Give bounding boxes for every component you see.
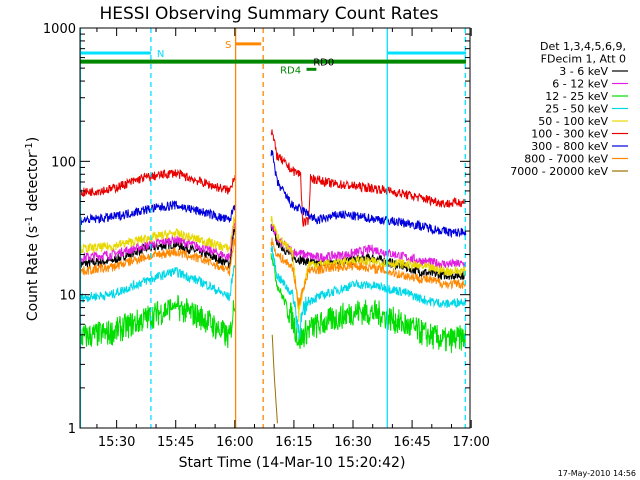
y-axis-label-part: ) xyxy=(25,137,41,142)
timestamp: 17-May-2010 14:56 xyxy=(558,469,636,478)
legend-entry-label: 800 - 7000 keV xyxy=(524,153,608,166)
y-tick-label: 10 xyxy=(59,289,76,304)
legend-entry-label: 25 - 50 keV xyxy=(545,103,608,116)
y-axis-label-part: detector xyxy=(25,152,41,216)
x-tick-label: 17:00 xyxy=(452,435,489,450)
y-tick-label: 1 xyxy=(68,422,76,437)
x-tick-label: 16:00 xyxy=(216,435,253,450)
flag-label: S xyxy=(225,40,231,51)
legend-header: Det 1,3,4,5,6,9, xyxy=(540,40,626,53)
chart-title: HESSI Observing Summary Count Rates xyxy=(99,4,438,24)
legend-entry-label: 3 - 6 keV xyxy=(559,65,608,78)
legend-entry-label: 50 - 100 keV xyxy=(538,115,608,128)
x-tick-label: 16:15 xyxy=(275,435,312,450)
flag-label: RD0 xyxy=(313,58,334,69)
series-line-7 xyxy=(79,237,467,307)
y-axis-label-exponent: -1 xyxy=(24,216,35,226)
x-tick-label: 16:45 xyxy=(393,435,430,450)
y-tick-label: 100 xyxy=(51,155,76,170)
y-axis-label-part: Count Rate (s xyxy=(25,226,41,321)
x-axis-label: Start Time (14-Mar-10 15:20:42) xyxy=(179,455,406,471)
plot-frame xyxy=(79,27,471,429)
y-tick-label: 1000 xyxy=(43,22,76,37)
series-line-3 xyxy=(79,245,467,340)
series-line-5 xyxy=(79,129,467,228)
x-tick-label: 16:30 xyxy=(334,435,371,450)
legend-entry-label: 7000 - 20000 keV xyxy=(510,165,608,178)
axes-layer: 15:30 15:45 16:00 16:15 16:30 16:45 17:00 1 10 10… xyxy=(43,22,490,450)
legend-entry-label: 6 - 12 keV xyxy=(552,78,608,91)
series-line-8 xyxy=(271,334,278,424)
legend-entry-label: 100 - 300 keV xyxy=(531,128,608,141)
y-axis-label: Count Rate (s-1 detector-1) xyxy=(24,137,42,321)
series-layer xyxy=(79,129,467,424)
flag-label: RD4 xyxy=(280,65,301,76)
flag-label: N xyxy=(157,49,164,60)
legend-entry-label: 12 - 25 keV xyxy=(545,90,608,103)
legend-header: FDecim 1, Att 0 xyxy=(541,53,626,66)
flag-bars-layer: N S RD0 RD4 xyxy=(80,40,467,76)
x-tick-label: 15:30 xyxy=(98,435,135,450)
y-axis-label-exponent: -1 xyxy=(24,142,35,152)
legend: Det 1,3,4,5,6,9,FDecim 1, Att 03 - 6 keV… xyxy=(510,40,628,178)
legend-entry-label: 300 - 800 keV xyxy=(531,140,608,153)
series-line-1 xyxy=(79,219,467,269)
series-line-2 xyxy=(79,253,467,354)
x-tick-label: 15:45 xyxy=(157,435,194,450)
series-line-6 xyxy=(79,150,467,239)
